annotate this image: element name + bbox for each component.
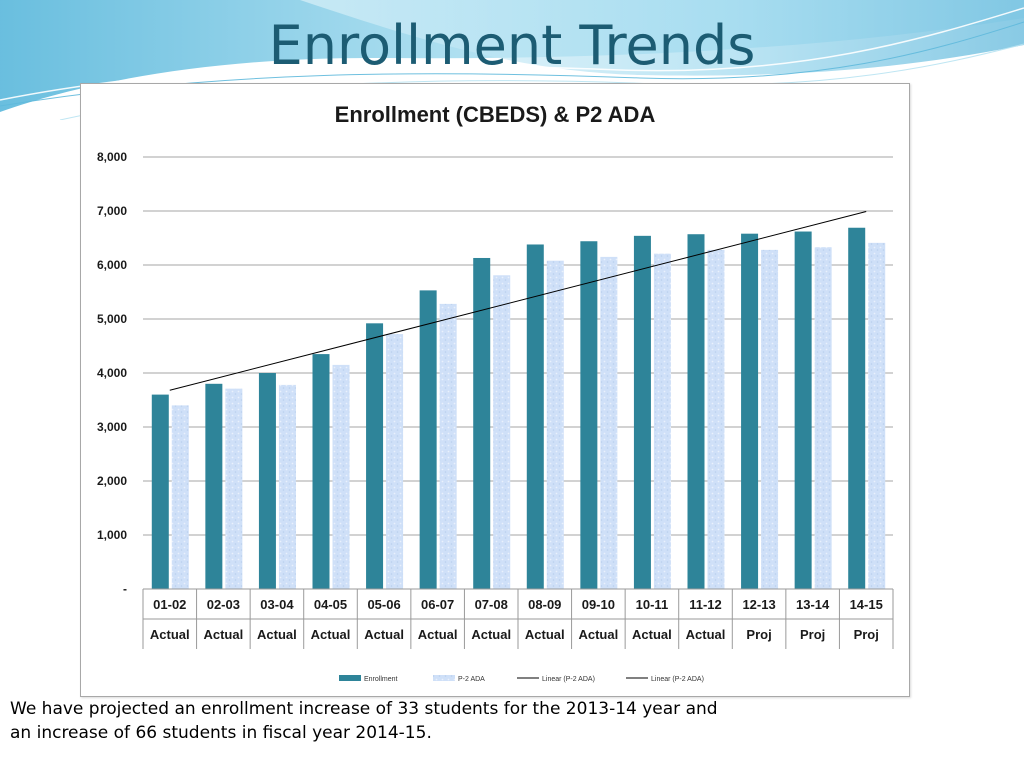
y-tick-label: 8,000 — [97, 150, 127, 164]
bar-enrollment — [419, 290, 437, 589]
caption-line-2: an increase of 66 students in fiscal yea… — [10, 723, 432, 743]
x-sublabel: Actual — [150, 627, 190, 642]
bar-p2-ada — [761, 249, 779, 589]
bar-p2-ada — [707, 249, 725, 589]
x-tick-label: 13-14 — [796, 597, 830, 612]
x-tick-label: 04-05 — [314, 597, 347, 612]
x-tick-label: 11-12 — [689, 597, 722, 612]
x-sublabel: Actual — [311, 627, 351, 642]
x-sublabel: Proj — [854, 627, 879, 642]
chart-frame: Enrollment (CBEDS) & P2 ADA - 1,000 2,000 3… — [80, 83, 910, 697]
y-tick-label: 1,000 — [97, 528, 127, 542]
x-sublabel: Actual — [257, 627, 297, 642]
x-tick-label: 12-13 — [742, 597, 775, 612]
bar-enrollment — [258, 373, 276, 589]
y-tick-label: 5,000 — [97, 312, 127, 326]
bar-enrollment — [151, 394, 169, 589]
legend-linear-p2-ada-label: Linear (P-2 ADA) — [542, 676, 595, 683]
bar-enrollment — [687, 234, 705, 589]
x-sublabel: Actual — [364, 627, 404, 642]
bar-p2-ada — [332, 364, 350, 589]
legend-p2-ada-label: P-2 ADA — [458, 676, 485, 683]
slide-title: Enrollment Trends — [268, 14, 756, 77]
legend-enrollment-label: Enrollment — [364, 676, 398, 683]
x-tick-label: 07-08 — [475, 597, 508, 612]
x-tick-label: 05-06 — [367, 597, 400, 612]
bar-enrollment — [366, 323, 384, 589]
bar-p2-ada — [225, 388, 243, 589]
bar-chart: Enrollment (CBEDS) & P2 ADA - 1,000 2,000 3… — [97, 102, 894, 683]
x-tick-label: 09-10 — [582, 597, 615, 612]
x-sublabel: Actual — [203, 627, 243, 642]
x-tick-label: 03-04 — [260, 597, 294, 612]
bar-enrollment — [848, 227, 866, 590]
y-tick-label: 2,000 — [97, 474, 127, 488]
y-tick-label: 6,000 — [97, 258, 127, 272]
y-tick-label: 3,000 — [97, 420, 127, 434]
bar-enrollment — [580, 241, 598, 590]
bar-enrollment — [312, 354, 330, 589]
bar-p2-ada — [278, 384, 296, 589]
y-tick-label: - — [123, 582, 127, 596]
bar-enrollment — [741, 233, 759, 589]
legend-p2-ada-swatch — [433, 675, 455, 681]
x-sublabel: Actual — [632, 627, 672, 642]
caption-line-1: We have projected an enrollment increase… — [10, 699, 718, 719]
y-tick-label: 4,000 — [97, 366, 127, 380]
x-sublabel: Proj — [800, 627, 825, 642]
bar-p2-ada — [439, 303, 457, 589]
bar-enrollment — [473, 257, 491, 589]
bar-enrollment — [526, 244, 544, 590]
bar-enrollment — [205, 383, 223, 589]
bar-p2-ada — [868, 242, 886, 590]
x-sublabel: Actual — [686, 627, 726, 642]
chart-title: Enrollment (CBEDS) & P2 ADA — [335, 102, 656, 127]
x-tick-label: 14-15 — [850, 597, 883, 612]
x-tick-label: 08-09 — [528, 597, 561, 612]
bar-p2-ada — [600, 256, 618, 589]
trendline-linear-p2-ada — [169, 211, 867, 391]
x-sublabel: Proj — [746, 627, 771, 642]
x-sublabel: Actual — [471, 627, 511, 642]
y-tick-label: 7,000 — [97, 204, 127, 218]
x-sublabel: Actual — [525, 627, 565, 642]
bar-p2-ada — [171, 405, 189, 589]
legend-linear-p2-ada-2-label: Linear (P-2 ADA) — [651, 676, 704, 683]
x-tick-label: 02-03 — [207, 597, 240, 612]
x-tick-label: 01-02 — [153, 597, 186, 612]
bar-p2-ada — [653, 253, 671, 589]
bar-p2-ada — [386, 334, 404, 589]
bar-p2-ada — [546, 260, 564, 589]
legend-enrollment-swatch — [339, 675, 361, 681]
x-tick-label: 10-11 — [636, 597, 669, 612]
x-tick-label: 06-07 — [421, 597, 454, 612]
x-sublabel: Actual — [418, 627, 458, 642]
bar-p2-ada — [493, 275, 511, 589]
caption-text: We have projected an enrollment increase… — [10, 697, 840, 745]
bar-p2-ada — [814, 247, 832, 589]
bar-enrollment — [794, 231, 812, 589]
x-sublabel: Actual — [578, 627, 618, 642]
bar-enrollment — [633, 235, 651, 589]
